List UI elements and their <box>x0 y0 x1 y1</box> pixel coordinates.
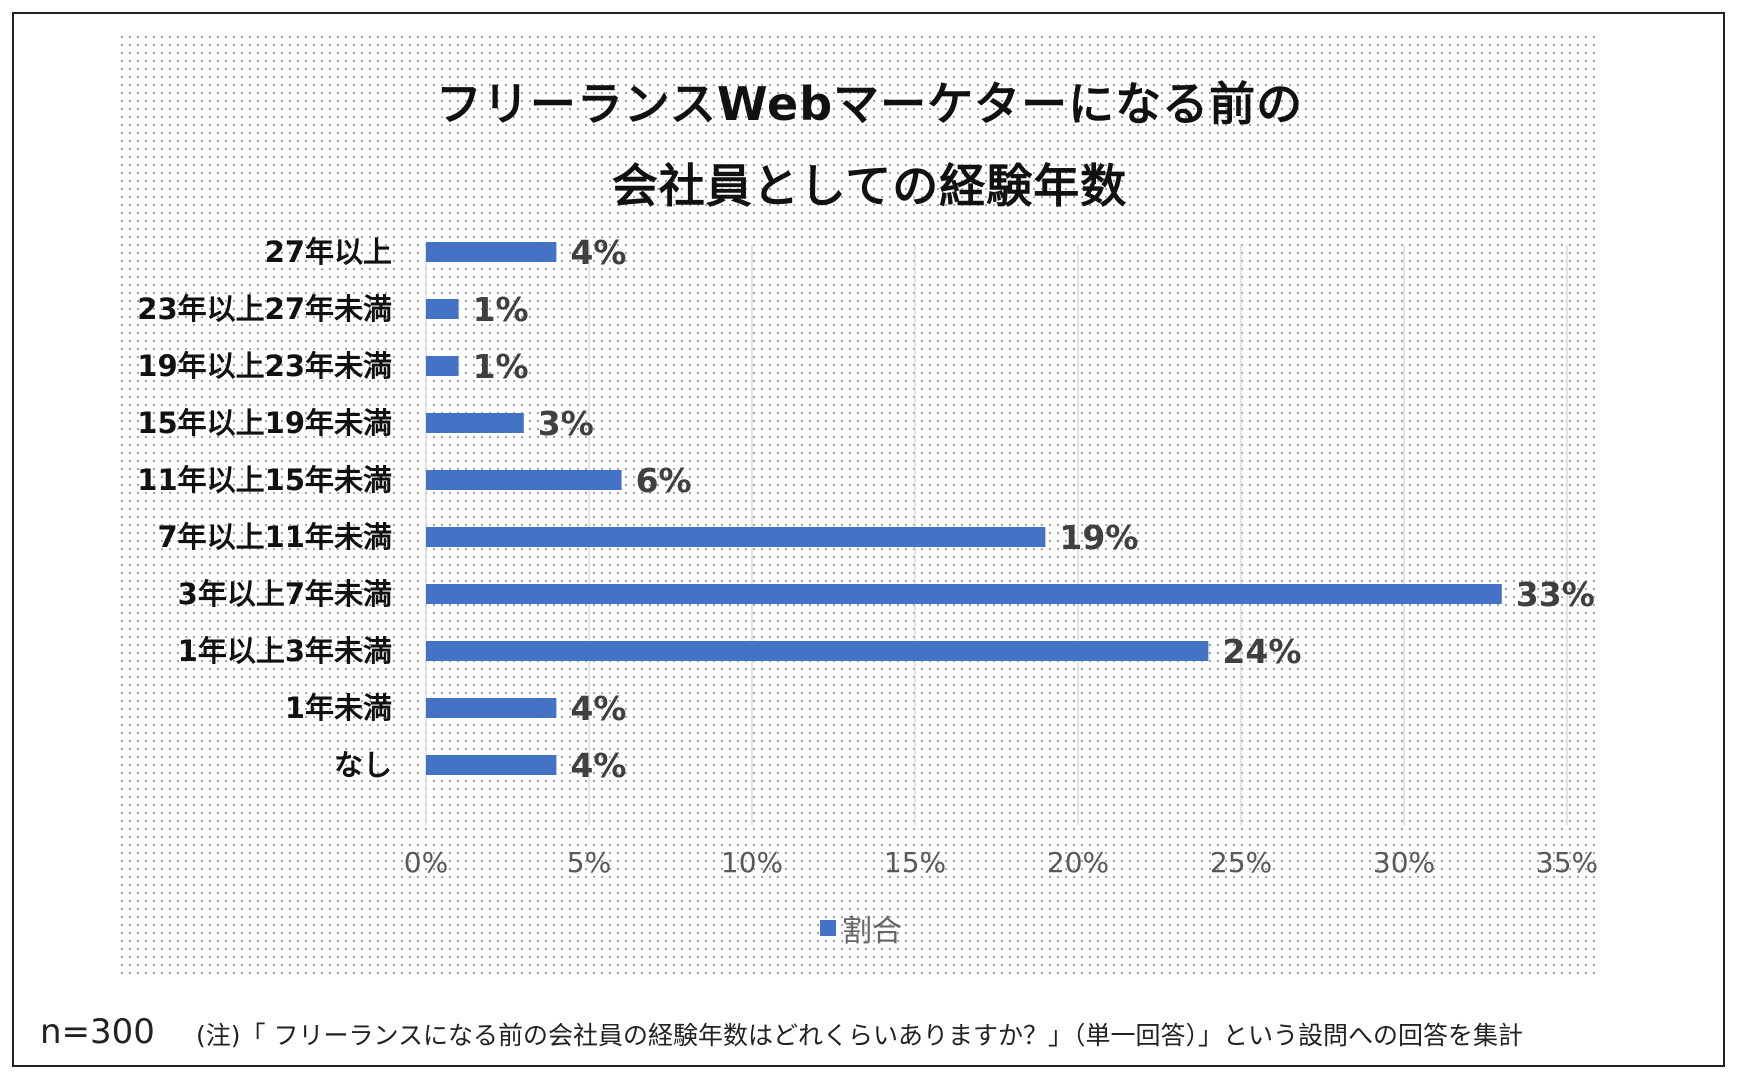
bar <box>426 242 557 262</box>
bar <box>426 356 459 376</box>
x-tick-label: 30% <box>1373 846 1435 879</box>
bar <box>426 755 557 775</box>
data-label: 24% <box>1222 632 1301 671</box>
data-label: 4% <box>570 233 626 272</box>
chart-title-line-1: フリーランスWebマーケターになる前の <box>435 77 1304 131</box>
legend: 割合 <box>820 906 902 950</box>
x-tick-label: 10% <box>721 846 783 879</box>
data-label: 4% <box>570 689 626 728</box>
x-tick-label: 20% <box>1047 846 1109 879</box>
footnote: (注)「 フリーランスになる前の会社員の経験年数はどれくらいありますか？」（単一… <box>196 1021 1523 1050</box>
data-label: 6% <box>636 461 692 500</box>
chart-frame <box>12 12 1725 1067</box>
x-tick-label: 0% <box>404 846 448 879</box>
category-label: 1年未満 <box>285 691 392 725</box>
x-tick-label: 5% <box>567 846 611 879</box>
data-label: 3% <box>538 404 594 443</box>
bar <box>426 299 459 319</box>
bar <box>426 641 1209 661</box>
bar <box>426 413 524 433</box>
bar <box>426 584 1502 604</box>
plot-background <box>118 33 1600 975</box>
category-label: 27年以上 <box>265 235 392 269</box>
category-label: 11年以上15年未満 <box>137 463 392 497</box>
bar <box>426 527 1046 547</box>
category-label: 3年以上7年未満 <box>178 577 392 611</box>
bar <box>426 470 622 490</box>
legend-swatch <box>820 920 836 936</box>
data-label: 4% <box>570 746 626 785</box>
data-label: 1% <box>473 347 529 386</box>
category-label: なし <box>334 748 392 782</box>
bar <box>426 698 557 718</box>
chart-title-line-2: 会社員としての経験年数 <box>611 159 1128 213</box>
data-label: 33% <box>1516 575 1595 614</box>
category-label: 19年以上23年未満 <box>137 349 392 383</box>
legend-label: 割合 <box>842 914 902 949</box>
data-label: 19% <box>1059 518 1138 557</box>
data-label: 1% <box>473 290 529 329</box>
category-label: 7年以上11年未満 <box>157 520 392 554</box>
category-label: 15年以上19年未満 <box>137 406 392 440</box>
category-label: 23年以上27年未満 <box>137 292 392 326</box>
sample-size: n=300 <box>40 1012 155 1052</box>
x-tick-label: 25% <box>1210 846 1272 879</box>
x-tick-label: 15% <box>884 846 946 879</box>
category-label: 1年以上3年未満 <box>178 634 392 668</box>
x-tick-label: 35% <box>1536 846 1598 879</box>
